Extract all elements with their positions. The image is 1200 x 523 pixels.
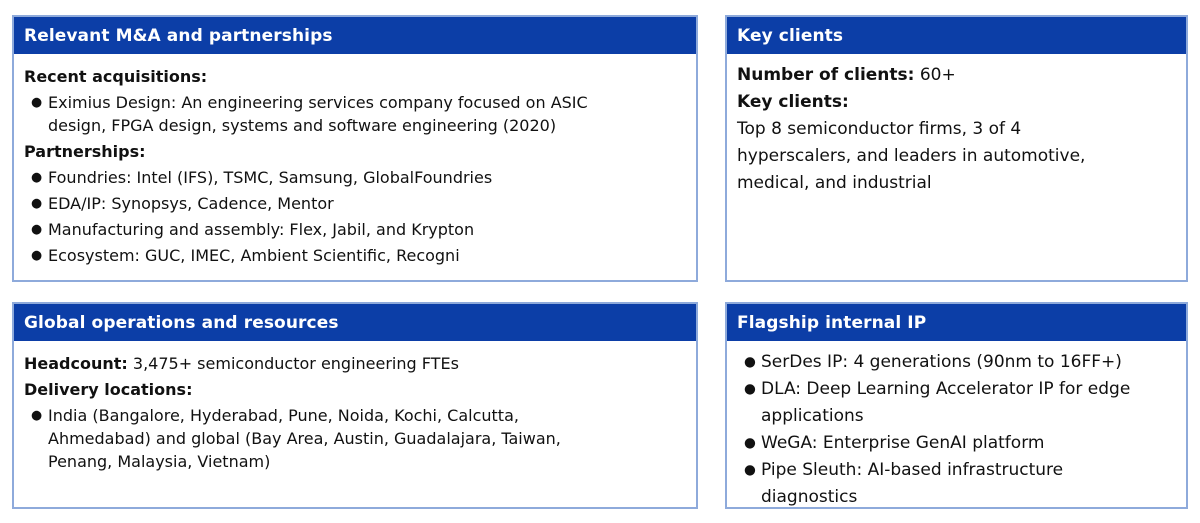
panel-body: Recent acquisitions: ● Eximius Design: An … — [14, 54, 696, 274]
section-heading: Recent acquisitions: — [24, 67, 208, 86]
panel-header: Key clients — [727, 17, 1186, 54]
bullet-icon: ● — [31, 196, 43, 211]
panel-title: Key clients — [737, 25, 844, 46]
paragraph: Top 8 semiconductor firms, 3 of 4 hypers… — [737, 119, 1086, 193]
bullet-item: ● India (Bangalore, Hyderabad, Pune, Noid… — [24, 404, 686, 473]
bullet-icon: ● — [744, 435, 756, 451]
panel-title: Flagship internal IP — [737, 312, 927, 333]
bullet-text: Eximius Design: An engineering services … — [48, 93, 588, 135]
bullet-text: EDA/IP: Synopsys, Cadence, Mentor — [48, 194, 334, 213]
panel-title: Global operations and resources — [24, 312, 339, 333]
panel-body: Number of clients: 60+ Key clients: Top 8 … — [727, 54, 1186, 201]
panel-header: Flagship internal IP — [727, 304, 1186, 341]
bullet-item: ● WeGA: Enterprise GenAI platform — [737, 430, 1176, 457]
panel-header: Global operations and resources — [14, 304, 696, 341]
bullet-item: ● Pipe Sleuth: AI-based infrastructure di… — [737, 457, 1176, 507]
bullet-icon: ● — [744, 354, 756, 370]
bullet-icon: ● — [31, 408, 43, 423]
panel-flagship-ip: Flagship internal IP ● SerDes IP: 4 gener… — [725, 302, 1188, 509]
bullet-text: Manufacturing and assembly: Flex, Jabil,… — [48, 220, 475, 239]
panel-body: Headcount: 3,475+ semiconductor engineer… — [14, 341, 696, 480]
section-heading: Key clients: — [737, 92, 849, 112]
panel-title: Relevant M&A and partnerships — [24, 25, 333, 46]
bullet-item: ● Manufacturing and assembly: Flex, Jabil… — [24, 218, 686, 241]
bullet-text: Pipe Sleuth: AI-based infrastructure dia… — [761, 460, 1064, 507]
panel-body: ● SerDes IP: 4 generations (90nm to 16FF+… — [727, 341, 1186, 507]
bullet-item: ● Eximius Design: An engineering services… — [24, 91, 686, 137]
section-heading: Delivery locations: — [24, 380, 193, 399]
panel-ma-partnerships: Relevant M&A and partnerships Recent acq… — [12, 15, 698, 282]
value-text: 60+ — [914, 65, 956, 85]
bullet-text: India (Bangalore, Hyderabad, Pune, Noida… — [48, 406, 561, 471]
labeled-value: Number of clients: 60+ — [737, 62, 1176, 89]
panel-header: Relevant M&A and partnerships — [14, 17, 696, 54]
bullet-icon: ● — [31, 248, 43, 263]
bullet-item: ● SerDes IP: 4 generations (90nm to 16FF+… — [737, 349, 1176, 376]
labeled-value: Headcount: 3,475+ semiconductor engineer… — [24, 352, 686, 375]
value-label: Number of clients: — [737, 65, 915, 85]
bullet-item: ● DLA: Deep Learning Accelerator IP for e… — [737, 376, 1176, 430]
value-label: Headcount: — [24, 354, 128, 373]
bullet-icon: ● — [744, 462, 756, 478]
bullet-text: SerDes IP: 4 generations (90nm to 16FF+) — [761, 352, 1122, 372]
bullet-text: Foundries: Intel (IFS), TSMC, Samsung, G… — [48, 168, 493, 187]
bullet-icon: ● — [744, 381, 756, 397]
bullet-text: WeGA: Enterprise GenAI platform — [761, 433, 1045, 453]
panel-key-clients: Key clients Number of clients: 60+ Key cl… — [725, 15, 1188, 282]
bullet-item: ● EDA/IP: Synopsys, Cadence, Mentor — [24, 192, 686, 215]
bullet-item: ● Foundries: Intel (IFS), TSMC, Samsung, … — [24, 166, 686, 189]
value-text: 3,475+ semiconductor engineering FTEs — [127, 354, 459, 373]
bullet-text: Ecosystem: GUC, IMEC, Ambient Scientific… — [48, 246, 460, 265]
bullet-icon: ● — [31, 170, 43, 185]
bullet-icon: ● — [31, 222, 43, 237]
section-heading: Partnerships: — [24, 142, 146, 161]
bullet-icon: ● — [31, 95, 43, 110]
panel-global-operations: Global operations and resources Headcoun… — [12, 302, 698, 509]
bullet-item: ● Ecosystem: GUC, IMEC, Ambient Scientifi… — [24, 244, 686, 267]
bullet-text: DLA: Deep Learning Accelerator IP for ed… — [761, 379, 1131, 426]
